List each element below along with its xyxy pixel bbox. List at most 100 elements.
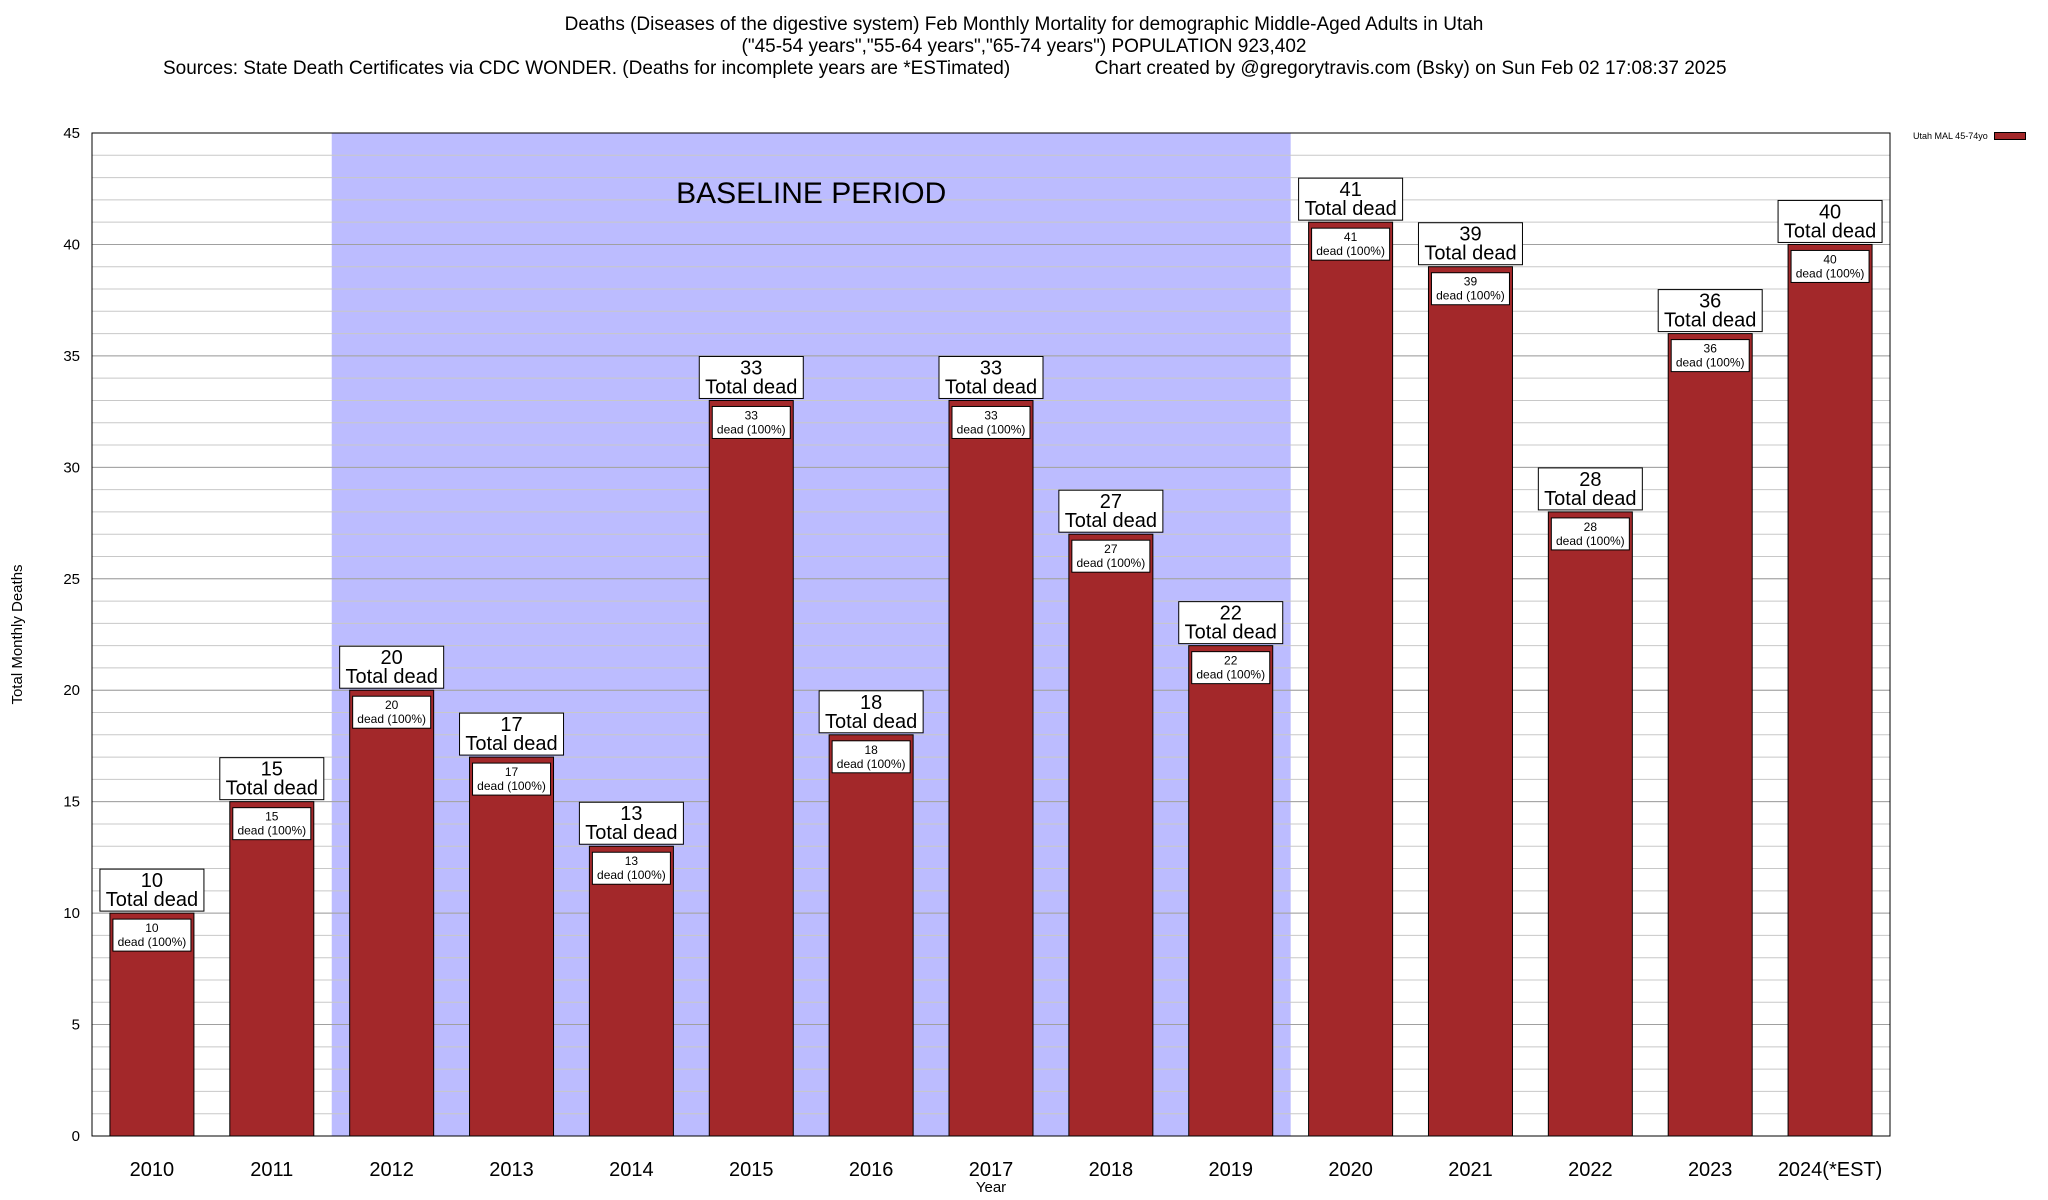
bar-inner-label-box [1550, 517, 1630, 551]
bar [828, 734, 914, 1137]
y-axis-label: Total Monthly Deaths [9, 564, 26, 704]
bar [1188, 645, 1274, 1137]
chart-title-line-2: ("45-54 years","55-64 years","65-74 year… [741, 36, 1307, 57]
bar-top-label-box [938, 355, 1044, 399]
bar-inner-value: 17 [505, 765, 519, 779]
y-tick-label: 20 [63, 682, 80, 699]
bar-inner-caption: dead (100%) [1676, 356, 1745, 370]
bar-top-label-box [1058, 489, 1164, 533]
legend-swatch [1993, 132, 2026, 140]
bar-inner-label-box [1790, 249, 1870, 283]
bar-inner-value: 40 [1823, 252, 1837, 266]
x-tick-label: 2020 [1328, 1159, 1373, 1181]
bar [708, 399, 794, 1137]
bar-inner-caption: dead (100%) [1077, 556, 1146, 570]
bar-inner-value: 10 [145, 921, 159, 935]
y-tick-label: 40 [63, 236, 80, 253]
bar-inner-value: 27 [1104, 542, 1118, 556]
bar-inner-value: 18 [864, 743, 878, 757]
x-tick-label: 2014 [609, 1159, 654, 1181]
bar-top-label-box [1537, 467, 1643, 511]
x-tick-label: 2022 [1568, 1159, 1613, 1181]
x-tick-label: 2019 [1208, 1159, 1253, 1181]
bar-top-value: 36 [1699, 291, 1721, 313]
bar-inner-label-box [711, 405, 791, 439]
bar-top-value: 20 [381, 647, 403, 669]
x-tick-label: 2012 [369, 1159, 414, 1181]
bar-inner-value: 33 [745, 408, 759, 422]
bar-inner-label-box [951, 405, 1031, 439]
legend-label: Utah MAL 45-74yo [1913, 131, 1988, 141]
bar [349, 689, 435, 1137]
bar-inner-caption: dead (100%) [957, 422, 1026, 436]
bar-top-caption: Total dead [585, 822, 677, 844]
x-tick-label: 2024(*EST) [1778, 1159, 1883, 1181]
x-tick-label: 2011 [250, 1159, 293, 1181]
baseline-period-label: BASELINE PERIOD [676, 177, 946, 210]
bar-top-label-box [1298, 177, 1404, 221]
legend: Utah MAL 45-74yo [1913, 131, 2026, 141]
bar-top-label-box [339, 645, 445, 689]
y-tick-label: 5 [72, 1017, 80, 1034]
bar-inner-caption: dead (100%) [118, 935, 187, 949]
bar-inner-label-box [1670, 339, 1750, 373]
y-tick-label: 0 [72, 1128, 80, 1145]
bar-top-caption: Total dead [1664, 310, 1756, 332]
bar-top-caption: Total dead [1304, 198, 1396, 220]
bar-inner-label-box [112, 918, 192, 952]
bar [1787, 243, 1873, 1137]
bar-top-value: 15 [261, 759, 283, 781]
bar-inner-label-box [1191, 651, 1271, 685]
chart-title-line-1: Deaths (Diseases of the digestive system… [564, 14, 1484, 35]
bar [469, 756, 555, 1137]
bar-top-caption: Total dead [1784, 220, 1876, 242]
bar-inner-label-box [1430, 272, 1510, 306]
bar-top-caption: Total dead [705, 376, 797, 398]
chart-header: Deaths (Diseases of the digestive system… [0, 14, 2048, 80]
x-tick-label: 2023 [1688, 1159, 1733, 1181]
bar-inner-value: 13 [625, 854, 639, 868]
bar-top-label-box [818, 690, 924, 734]
bar [1308, 221, 1394, 1137]
bar-inner-label-box [591, 851, 671, 885]
bar [1547, 511, 1633, 1137]
bar-top-caption: Total dead [226, 778, 318, 800]
bar-inner-label-box [472, 762, 552, 796]
bar-inner-value: 41 [1344, 230, 1358, 244]
bar-top-label-box [578, 801, 684, 845]
bar-top-label-box [219, 757, 325, 801]
y-tick-label: 30 [63, 459, 80, 476]
bar-top-value: 22 [1220, 603, 1242, 625]
bar-top-label-box [1417, 222, 1523, 266]
y-tick-label: 45 [63, 125, 80, 142]
bar-inner-caption: dead (100%) [717, 422, 786, 436]
bar-top-caption: Total dead [945, 376, 1037, 398]
bar-inner-value: 15 [265, 810, 279, 824]
bar-top-value: 13 [620, 803, 642, 825]
bar-top-value: 18 [860, 692, 882, 714]
bar-inner-label-box [1071, 539, 1151, 573]
bar-top-caption: Total dead [1185, 622, 1277, 644]
y-tick-label: 15 [63, 794, 80, 811]
bar-top-label-box [1777, 199, 1883, 243]
bar-inner-label-box [1311, 227, 1391, 261]
bar-top-caption: Total dead [106, 889, 198, 911]
bar-inner-caption: dead (100%) [1796, 266, 1865, 280]
bar-inner-caption: dead (100%) [237, 824, 306, 838]
bar-top-label-box [698, 355, 804, 399]
bar-top-caption: Total dead [825, 711, 917, 733]
bar-inner-caption: dead (100%) [1436, 289, 1505, 303]
bar-top-caption: Total dead [1544, 488, 1636, 510]
bar-inner-caption: dead (100%) [837, 757, 906, 771]
bar-inner-label-box [831, 740, 911, 774]
x-tick-label: 2021 [1448, 1159, 1493, 1181]
bar-inner-value: 20 [385, 698, 399, 712]
bar-inner-label-box [232, 807, 312, 841]
y-tick-label: 25 [63, 571, 80, 588]
bar-top-label-box [1178, 601, 1284, 645]
bar [1427, 266, 1513, 1137]
bar [948, 399, 1034, 1137]
x-tick-label: 2015 [729, 1159, 774, 1181]
bar-top-value: 27 [1100, 491, 1122, 513]
